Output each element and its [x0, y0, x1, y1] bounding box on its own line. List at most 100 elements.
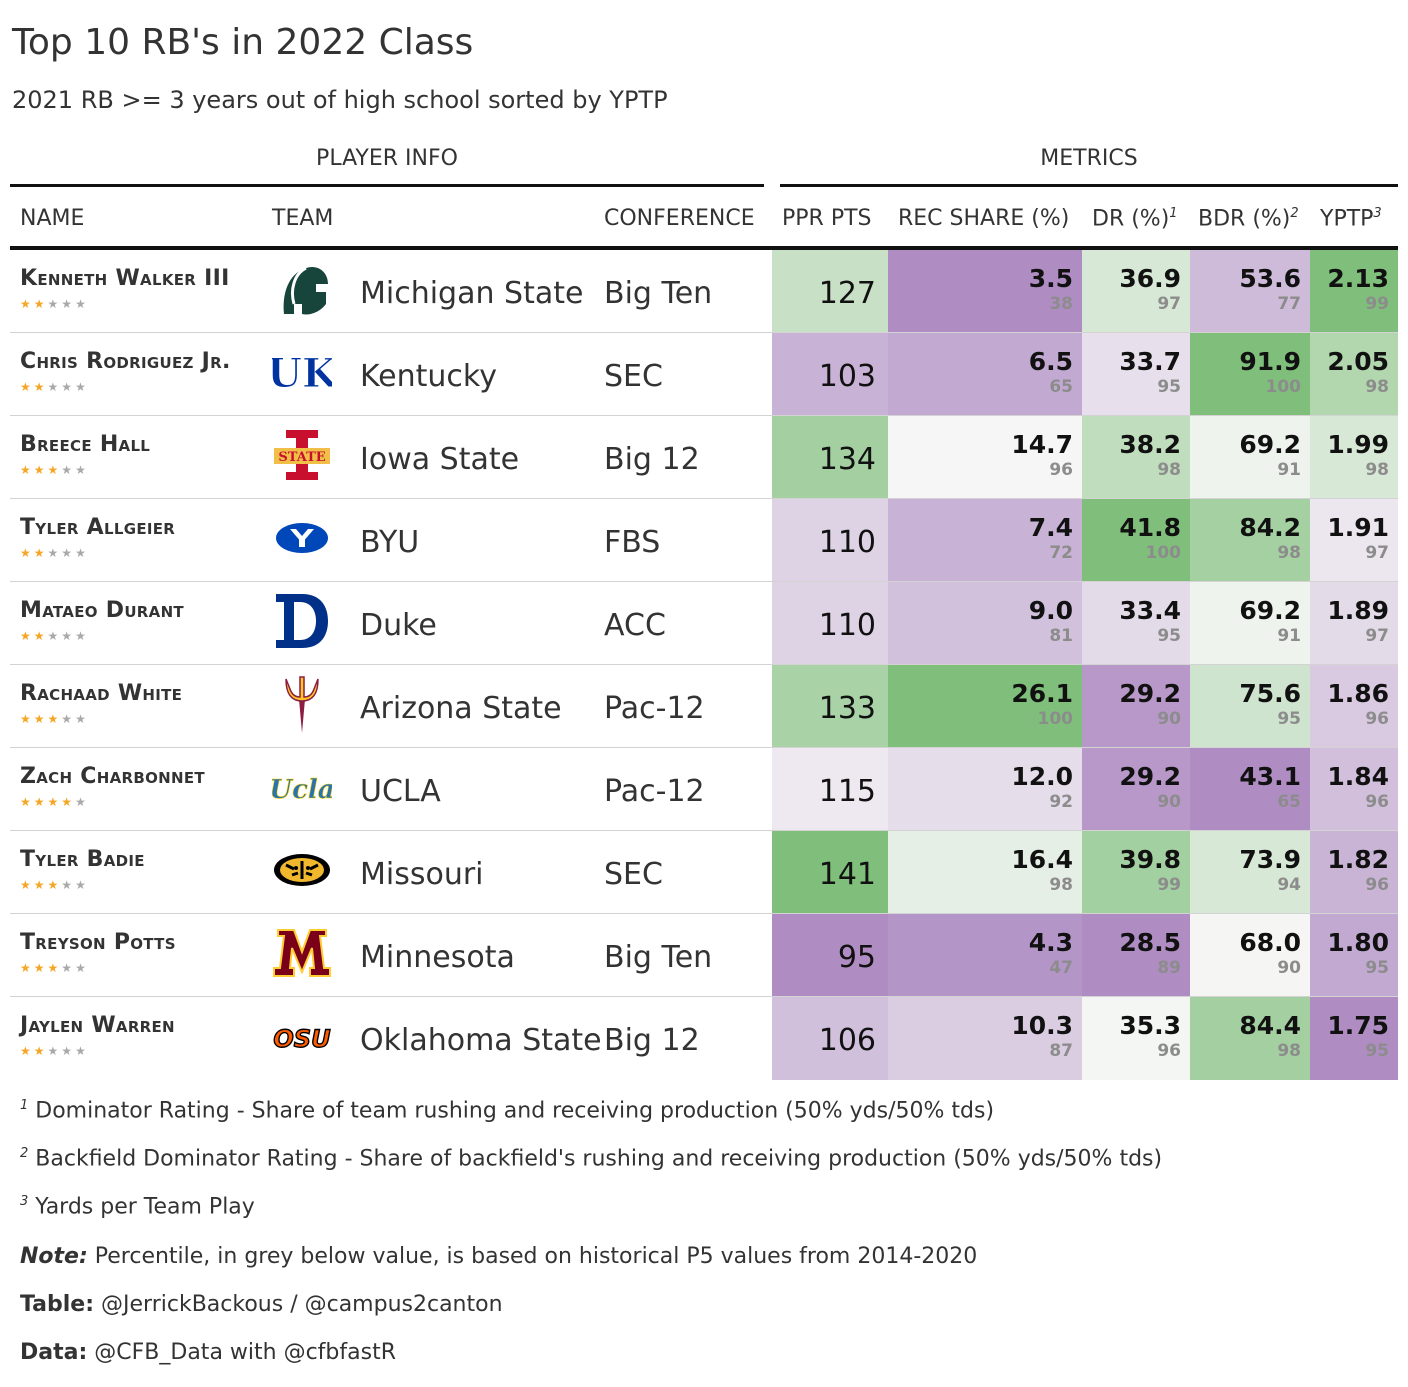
star-icon: ★: [33, 629, 48, 643]
dr-value: 35.3: [1119, 1011, 1181, 1040]
uk-logo-icon: UK: [267, 341, 339, 403]
row-divider: [10, 913, 1398, 914]
star-icon: ★: [33, 463, 48, 477]
star-icon: ★: [47, 1044, 62, 1058]
conference-name: SEC: [604, 857, 663, 892]
bdr-value: 84.2: [1239, 513, 1301, 542]
conference-name: Big Ten: [604, 276, 713, 311]
star-icon: ★: [20, 463, 34, 477]
player-name: Kenneth Walker III: [20, 266, 230, 291]
dr-percentile: 90: [1157, 709, 1181, 729]
star-icon: ★: [61, 297, 76, 311]
tiger-head-icon: [272, 839, 332, 901]
iowa-state-logo-icon: STATE: [272, 424, 332, 486]
yptp-percentile: 96: [1365, 792, 1389, 812]
rec-value: 9.0: [1028, 596, 1073, 625]
col-header-bdr: BDR (%)2: [1198, 206, 1299, 232]
bdr-value: 69.2: [1239, 430, 1301, 459]
yptp-value: 2.05: [1327, 347, 1389, 376]
bdr-cell: 73.9 94: [1190, 831, 1310, 914]
dr-value: 39.8: [1119, 845, 1181, 874]
yptp-cell: 1.86 96: [1310, 665, 1398, 748]
dr-percentile: 98: [1157, 460, 1181, 480]
team-name: Minnesota: [360, 940, 515, 975]
player-name: Tyler Badie: [20, 847, 145, 872]
yptp-value: 1.82: [1327, 845, 1389, 874]
bdr-cell: 68.0 90: [1190, 914, 1310, 997]
dr-cell: 28.5 89: [1082, 914, 1190, 997]
star-icon: ★: [20, 546, 34, 560]
star-icon: ★: [75, 629, 89, 643]
spartan-helmet-icon: [272, 258, 332, 320]
star-icon: ★: [61, 712, 76, 726]
dr-percentile: 89: [1157, 958, 1181, 978]
star-icon: ★: [47, 878, 62, 892]
yptp-value: 1.86: [1327, 679, 1389, 708]
dr-value: 29.2: [1119, 679, 1181, 708]
svg-text:OSU: OSU: [273, 1025, 330, 1053]
star-icon: ★: [33, 878, 48, 892]
spanner-player-info: PLAYER INFO: [316, 146, 458, 171]
bdr-percentile: 91: [1277, 626, 1301, 646]
dr-value: 29.2: [1119, 762, 1181, 791]
table-row: Tyler Allgeier ★★★★★ BYU FBS 110 7.4 72 41.8 100…: [10, 499, 1398, 582]
player-name: Mataeo Durant: [20, 598, 184, 623]
dr-cell: 41.8 100: [1082, 499, 1190, 582]
rec-value: 10.3: [1011, 1011, 1073, 1040]
table-body: Kenneth Walker III ★★★★★ Michigan State Big…: [10, 250, 1398, 1080]
star-icon: ★: [33, 712, 48, 726]
star-icon: ★: [20, 297, 34, 311]
star-rating: ★★★★★: [20, 463, 89, 477]
ppr-cell: 110: [772, 582, 888, 665]
star-icon: ★: [61, 878, 76, 892]
team-name: UCLA: [360, 774, 441, 809]
star-icon: ★: [47, 961, 62, 975]
yptp-percentile: 98: [1365, 460, 1389, 480]
yptp-percentile: 99: [1365, 294, 1389, 314]
rec-percentile: 72: [1049, 543, 1073, 563]
conference-name: Big Ten: [604, 940, 713, 975]
conference-name: Big 12: [604, 442, 700, 477]
yptp-cell: 1.89 97: [1310, 582, 1398, 665]
star-icon: ★: [20, 795, 34, 809]
star-icon: ★: [33, 297, 48, 311]
page-title: Top 10 RB's in 2022 Class: [12, 22, 474, 63]
page-subtitle: 2021 RB >= 3 years out of high school so…: [12, 86, 668, 114]
dr-value: 41.8: [1119, 513, 1181, 542]
bdr-value: 43.1: [1239, 762, 1301, 791]
rec-cell: 12.0 92: [888, 748, 1082, 831]
star-rating: ★★★★★: [20, 297, 89, 311]
bdr-cell: 91.9 100: [1190, 333, 1310, 416]
col-header-team: TEAM: [272, 206, 334, 231]
star-icon: ★: [47, 380, 62, 394]
star-icon: ★: [75, 297, 89, 311]
conference-name: Pac-12: [604, 691, 705, 726]
player-name: Chris Rodriguez Jr.: [20, 349, 231, 374]
ppr-cell: 103: [772, 333, 888, 416]
rec-value: 7.4: [1028, 513, 1073, 542]
rec-cell: 3.5 38: [888, 250, 1082, 333]
yptp-value: 1.84: [1327, 762, 1389, 791]
star-rating: ★★★★★: [20, 546, 89, 560]
row-divider: [10, 664, 1398, 665]
table-row: Chris Rodriguez Jr. ★★★★★ UK Kentucky SEC 103…: [10, 333, 1398, 416]
bdr-percentile: 65: [1277, 792, 1301, 812]
star-rating: ★★★★★: [20, 878, 89, 892]
star-rating: ★★★★★: [20, 1044, 89, 1058]
yptp-percentile: 98: [1365, 377, 1389, 397]
bdr-value: 84.4: [1239, 1011, 1301, 1040]
rec-cell: 6.5 65: [888, 333, 1082, 416]
ppr-cell: 106: [772, 997, 888, 1080]
bdr-value: 91.9: [1239, 347, 1301, 376]
yptp-cell: 1.80 95: [1310, 914, 1398, 997]
rec-percentile: 47: [1049, 958, 1073, 978]
dr-value: 36.9: [1119, 264, 1181, 293]
row-divider: [10, 498, 1398, 499]
spanner-rule-metrics: [780, 184, 1398, 187]
rec-percentile: 100: [1037, 709, 1074, 729]
star-icon: ★: [47, 629, 62, 643]
star-icon: ★: [61, 961, 76, 975]
star-icon: ★: [61, 795, 76, 809]
player-name: Breece Hall: [20, 432, 151, 457]
conference-name: SEC: [604, 359, 663, 394]
